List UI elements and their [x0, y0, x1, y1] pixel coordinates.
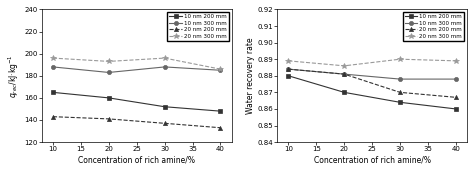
- 20 nm 300 mm: [341, 65, 347, 67]
- Line: 20 nm 200 mm: 20 nm 200 mm: [286, 67, 458, 99]
- 10 nm 200 mm: [50, 91, 56, 93]
- 20 nm 200 mm: [341, 73, 347, 75]
- 20 nm 200 mm: [218, 127, 223, 129]
- 20 nm 200 mm: [50, 116, 56, 118]
- 10 nm 200 mm: [341, 91, 347, 93]
- Y-axis label: Water recovery rate: Water recovery rate: [246, 37, 255, 114]
- X-axis label: Concentration of rich amine/%: Concentration of rich amine/%: [78, 155, 195, 164]
- Line: 10 nm 300 mm: 10 nm 300 mm: [51, 65, 223, 75]
- Line: 20 nm 300 mm: 20 nm 300 mm: [286, 56, 459, 69]
- 10 nm 200 mm: [285, 75, 291, 77]
- 10 nm 300 mm: [397, 78, 403, 80]
- 10 nm 200 mm: [453, 108, 459, 110]
- Line: 10 nm 300 mm: 10 nm 300 mm: [286, 67, 458, 81]
- 20 nm 300 mm: [50, 57, 56, 59]
- Line: 20 nm 300 mm: 20 nm 300 mm: [50, 55, 223, 72]
- 20 nm 200 mm: [106, 118, 112, 120]
- 20 nm 200 mm: [397, 91, 403, 93]
- 10 nm 300 mm: [162, 66, 167, 68]
- 10 nm 200 mm: [397, 101, 403, 103]
- 20 nm 300 mm: [453, 60, 459, 62]
- Y-axis label: $q_{rec}$/kJ·kg$^{-1}$: $q_{rec}$/kJ·kg$^{-1}$: [7, 54, 21, 98]
- 20 nm 300 mm: [218, 68, 223, 70]
- Legend: 10 nm 200 mm, 10 nm 300 mm, 20 nm 200 mm, 20 nm 300 mm: 10 nm 200 mm, 10 nm 300 mm, 20 nm 200 mm…: [167, 12, 229, 41]
- 10 nm 300 mm: [50, 66, 56, 68]
- Line: 10 nm 200 mm: 10 nm 200 mm: [51, 90, 223, 113]
- Line: 10 nm 200 mm: 10 nm 200 mm: [286, 74, 458, 111]
- 10 nm 200 mm: [106, 97, 112, 99]
- Line: 20 nm 200 mm: 20 nm 200 mm: [51, 115, 223, 130]
- 20 nm 300 mm: [162, 57, 167, 59]
- 10 nm 300 mm: [218, 69, 223, 71]
- 10 nm 200 mm: [162, 106, 167, 108]
- 10 nm 300 mm: [106, 71, 112, 74]
- 10 nm 300 mm: [453, 78, 459, 80]
- 10 nm 300 mm: [341, 73, 347, 75]
- 10 nm 300 mm: [285, 68, 291, 70]
- 10 nm 200 mm: [218, 110, 223, 112]
- 20 nm 300 mm: [397, 58, 403, 60]
- 20 nm 200 mm: [453, 96, 459, 98]
- 20 nm 300 mm: [285, 60, 291, 62]
- 20 nm 200 mm: [285, 68, 291, 70]
- Legend: 10 nm 200 mm, 10 nm 300 mm, 20 nm 200 mm, 20 nm 300 mm: 10 nm 200 mm, 10 nm 300 mm, 20 nm 200 mm…: [402, 12, 464, 41]
- X-axis label: Concentration of rich amine/%: Concentration of rich amine/%: [314, 155, 431, 164]
- 20 nm 200 mm: [162, 122, 167, 124]
- 20 nm 300 mm: [106, 60, 112, 62]
